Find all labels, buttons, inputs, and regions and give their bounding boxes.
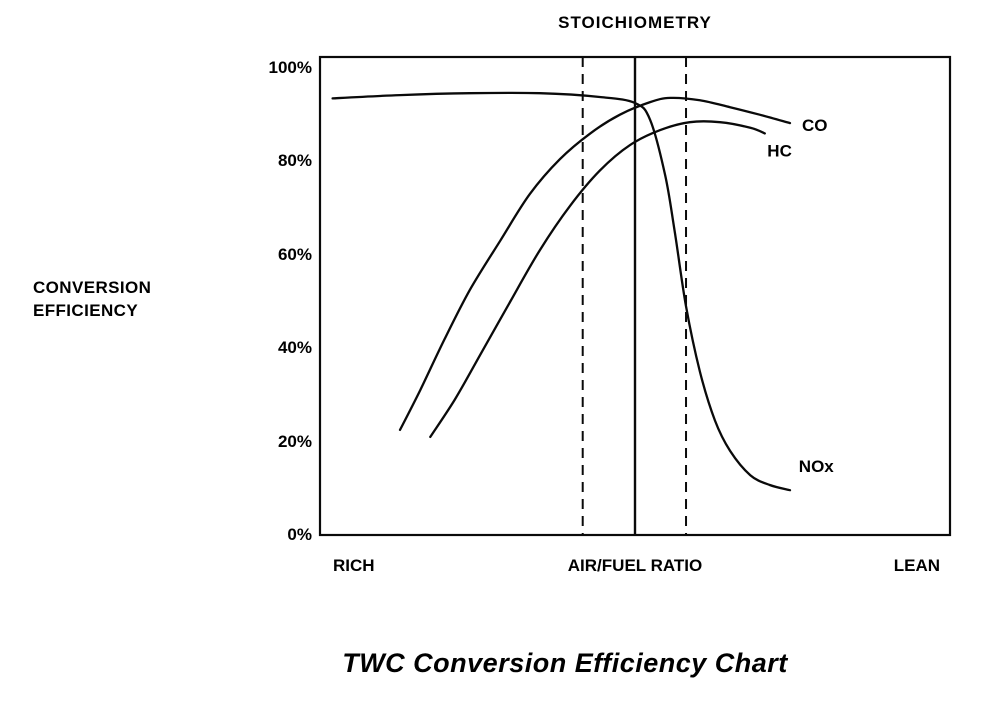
y-axis-label-line1: CONVERSION	[33, 278, 152, 297]
y-tick-label: 100%	[268, 58, 312, 77]
y-tick-label: 80%	[277, 151, 312, 171]
curve-nox	[331, 91, 792, 492]
plot-frame-group	[318, 55, 952, 537]
curve-hc	[429, 120, 766, 439]
series-label-co: CO	[802, 116, 828, 135]
chart-title: STOICHIOMETRY	[558, 13, 712, 32]
series-label-nox: NOx	[799, 457, 835, 476]
series-label-hc: HC	[767, 142, 792, 161]
plot-marks-group	[331, 91, 792, 492]
y-tick-label: 40%	[277, 338, 312, 358]
x-label-air-fuel-ratio: AIR/FUEL RATIO	[567, 556, 703, 575]
x-label-lean: LEAN	[893, 556, 940, 575]
y-axis-label: CONVERSION EFFICIENCY	[33, 276, 151, 322]
y-tick-label: 20%	[277, 431, 312, 451]
x-label-rich: RICH	[333, 556, 375, 575]
y-tick-label: 0%	[287, 525, 312, 544]
series-labels-group: NOx CO HC	[767, 116, 834, 476]
chart-caption: TWC Conversion Efficiency Chart	[342, 648, 788, 678]
y-tick-label: 60%	[277, 244, 312, 264]
y-axis-label-line2: EFFICIENCY	[33, 301, 139, 320]
curve-co	[398, 96, 792, 432]
